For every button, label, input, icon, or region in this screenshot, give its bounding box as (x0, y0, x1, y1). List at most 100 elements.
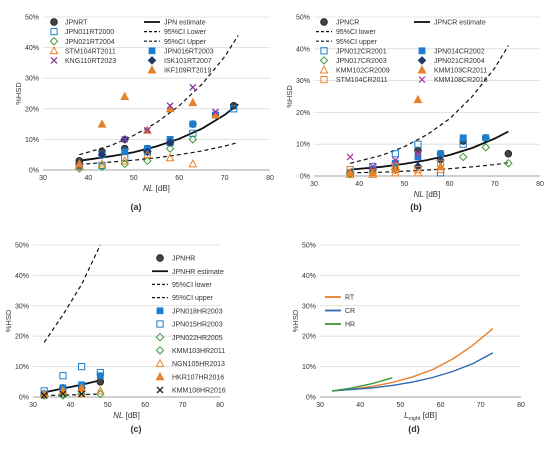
x-tick-label: 30 (316, 402, 324, 409)
x-tick-label: 40 (85, 175, 93, 182)
series-line-cr (332, 352, 494, 392)
legend-label: 95%CI upper (336, 39, 378, 46)
data-point (97, 159, 107, 168)
legend-label: 95%CI upper (172, 295, 214, 302)
data-point (504, 149, 513, 158)
data-point (414, 150, 422, 158)
data-point (96, 369, 104, 377)
x-tick-label: 30 (29, 402, 37, 409)
x-tick-label: 40 (67, 402, 75, 409)
data-point (121, 148, 129, 156)
y-tick-label: 50% (15, 243, 29, 250)
data-point (346, 153, 354, 161)
data-point (165, 144, 175, 153)
data-point (59, 372, 67, 380)
data-point (391, 150, 399, 158)
legend-marker-swatch (147, 56, 157, 65)
legend-label: KNG110RT2023 (65, 58, 116, 65)
y-tick-label: 10% (296, 142, 310, 149)
y-tick-label: 50% (302, 243, 316, 250)
legend-label: 95%CI Upper (164, 39, 207, 46)
data-point (97, 162, 107, 172)
legend-marker-swatch (155, 346, 165, 355)
y-tick-label: 20% (302, 334, 316, 341)
data-point (413, 94, 423, 104)
data-point (436, 159, 445, 167)
panel-caption: (c) (131, 424, 142, 434)
legend-marker-swatch (50, 28, 58, 36)
data-point (391, 162, 399, 171)
chart-panel-a: 0% 10% 20% 30% 40% 50% 30 40 50 60 70 80 %HSD NL [dB]… (14, 15, 274, 213)
data-point (504, 158, 513, 168)
x-tick-label: 70 (221, 175, 229, 182)
data-point (189, 120, 197, 128)
y-tick-label: 0% (29, 168, 39, 175)
legend-label: JPNCR estimate (434, 20, 486, 27)
legend-marker-swatch (147, 65, 157, 74)
data-point (142, 149, 152, 159)
data-point (458, 152, 468, 162)
x-tick-label: 60 (446, 181, 454, 188)
y-tick-label: 10% (15, 364, 29, 371)
data-point (96, 389, 105, 399)
series-line-jpncr-estimate (350, 130, 509, 171)
data-point (391, 156, 399, 164)
legend-marker-swatch (320, 47, 328, 55)
legend-label: JPN016RT2003 (164, 48, 214, 55)
data-point (143, 126, 151, 134)
y-axis-label: %HSD (291, 309, 300, 332)
legend-label: HR (345, 322, 355, 329)
data-point (97, 150, 107, 160)
y-tick-label: 0% (19, 395, 29, 402)
legend-marker-swatch (417, 65, 427, 74)
y-tick-label: 40% (296, 46, 310, 53)
data-point (95, 386, 105, 395)
y-axis-label: %HSD (4, 309, 13, 332)
chart-panel-b: 0% 10% 20% 30% 40% 50% 30 40 50 60 70 80 %HSD NL [dB]… (285, 15, 544, 213)
data-point (165, 152, 175, 162)
x-tick-label: 80 (216, 402, 224, 409)
legend-marker-swatch (320, 18, 328, 26)
legend-label: KMM102CR2009 (336, 68, 390, 75)
data-point (165, 138, 175, 147)
legend-label: 95%CI Lower (164, 29, 207, 36)
legend-marker-swatch (148, 47, 156, 55)
chart-panel-c: 0% 10% 20% 30% 40% 50% 30 40 50 60 70 80 %HSD NL [dB]… (4, 243, 226, 435)
data-point (188, 97, 198, 107)
legend-label: JPN022HR2005 (172, 335, 223, 342)
data-point (120, 155, 130, 165)
y-tick-label: 40% (15, 273, 29, 280)
legend-label: 95%CI lower (172, 282, 212, 289)
data-point (482, 134, 490, 142)
y-tick-label: 10% (302, 364, 316, 371)
legend-label: JPN012CR2001 (336, 48, 387, 55)
legend-marker-swatch (156, 386, 164, 394)
y-tick-label: 50% (25, 15, 39, 22)
legend-marker-swatch (50, 56, 58, 64)
x-tick-label: 70 (491, 181, 499, 188)
y-tick-label: 30% (25, 76, 39, 83)
data-point (77, 383, 87, 392)
x-tick-label: 80 (517, 402, 525, 409)
x-tick-label: 30 (39, 175, 47, 182)
legend-label: JPN021CR2004 (434, 58, 485, 65)
data-point (481, 143, 491, 152)
legend-label: JPN018HR2003 (172, 308, 223, 315)
legend-marker-swatch (319, 65, 329, 74)
legend-label: JPNCR (336, 20, 359, 27)
series-line-95-ci-lower (79, 141, 239, 166)
legend-label: KMM103HR2011 (172, 348, 225, 355)
legend-marker-swatch (319, 56, 329, 65)
x-axis-label: NL [dB] (414, 190, 441, 199)
panel-caption: (b) (410, 202, 422, 212)
legend-label: JPNHR (172, 256, 195, 263)
y-tick-label: 0% (306, 395, 316, 402)
data-point (230, 105, 238, 113)
legend-marker-swatch (418, 76, 426, 84)
data-point (166, 102, 174, 110)
legend-label: ISK101RT2007 (164, 58, 212, 65)
data-point (77, 389, 86, 399)
data-point (78, 390, 86, 398)
